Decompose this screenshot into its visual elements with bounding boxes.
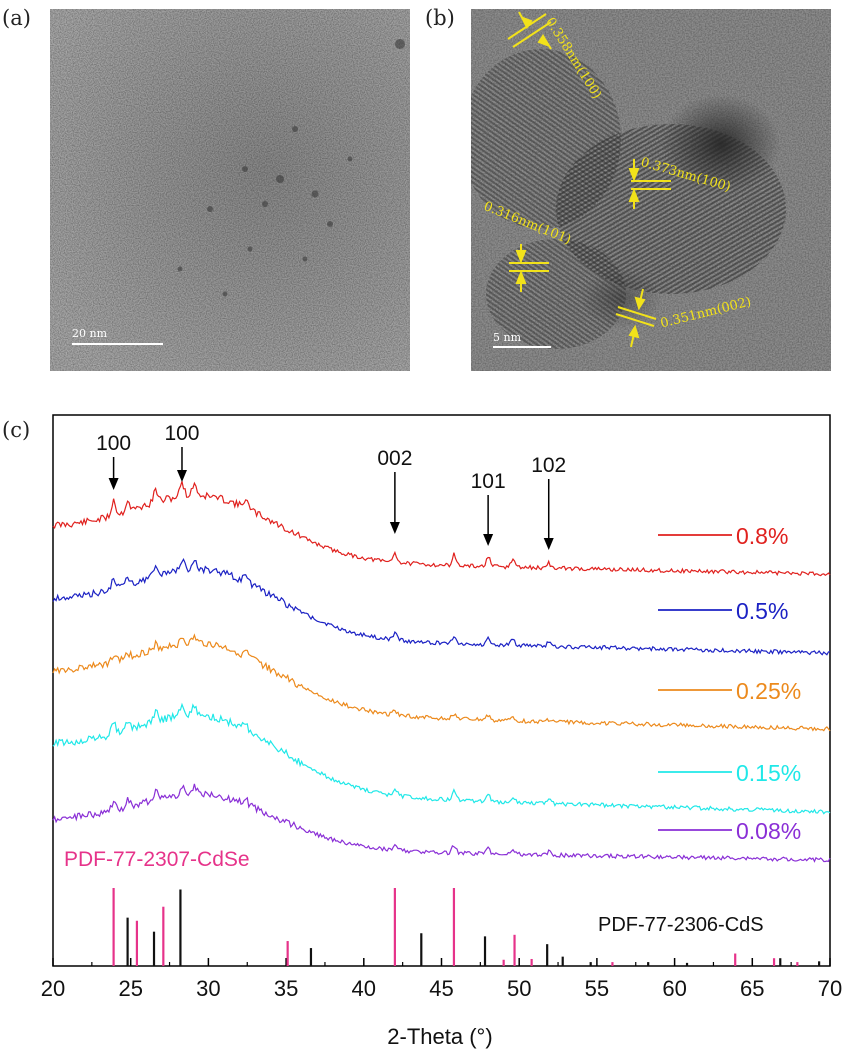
panel-b-label: (b): [425, 6, 455, 30]
legend-label: 0.08%: [736, 818, 801, 844]
series-line-0.25%: [52, 633, 831, 732]
x-tick-label: 55: [585, 976, 609, 1001]
nanoparticles-cluster: [177, 39, 405, 297]
series-line-0.15%: [52, 702, 831, 815]
peak-label: 101: [471, 470, 506, 493]
legend-label: 0.5%: [736, 598, 788, 624]
lattice-fringe-region: [486, 239, 626, 349]
peak-label: 002: [377, 447, 412, 470]
x-axis-label: 2-Theta (°): [387, 1024, 493, 1049]
x-tick-label: 25: [118, 976, 142, 1001]
x-tick-label: 35: [274, 976, 298, 1001]
x-tick-label: 45: [429, 976, 453, 1001]
peak-arrowhead: [176, 470, 187, 482]
x-tick-label: 50: [507, 976, 531, 1001]
ref-cdse-label: PDF-77-2307-CdSe: [64, 848, 250, 871]
peak-label: 102: [531, 454, 566, 477]
peak-arrowhead: [389, 522, 400, 534]
d-spacing-markers: [507, 11, 671, 348]
panel-c-label: (c): [2, 418, 31, 442]
tem-image-b: 0.358nm(100) 0.373nm(100) 0.316nm(101) 0…: [471, 9, 831, 371]
series-line-0.5%: [52, 557, 831, 656]
series-line-0.8%: [52, 479, 831, 577]
peak-arrowhead: [543, 538, 554, 550]
peak-arrowhead: [108, 478, 119, 490]
panel-a-label: (a): [2, 6, 31, 30]
ref-cds-label: PDF-77-2306-CdS: [598, 914, 764, 936]
x-tick-label: 30: [196, 976, 220, 1001]
series-line-0.08%: [52, 783, 831, 863]
peak-arrowhead: [483, 534, 494, 546]
x-tick-label: 65: [740, 976, 764, 1001]
lattice-fringe-region: [471, 49, 621, 229]
tem-image-a: 20 nm: [50, 9, 410, 371]
legend-label: 0.15%: [736, 760, 801, 786]
legend-label: 0.25%: [736, 678, 801, 704]
particle-shadow: [661, 94, 781, 194]
legend-label: 0.8%: [736, 523, 788, 549]
x-tick-label: 40: [352, 976, 376, 1001]
x-tick-label: 70: [818, 976, 842, 1001]
scale-bar-b-label: 5 nm: [493, 331, 522, 344]
x-tick-label: 20: [41, 976, 65, 1001]
scale-bar-a-label: 20 nm: [72, 327, 108, 340]
peak-label: 100: [164, 422, 199, 445]
peak-label: 100: [96, 432, 131, 455]
x-tick-label: 60: [662, 976, 686, 1001]
